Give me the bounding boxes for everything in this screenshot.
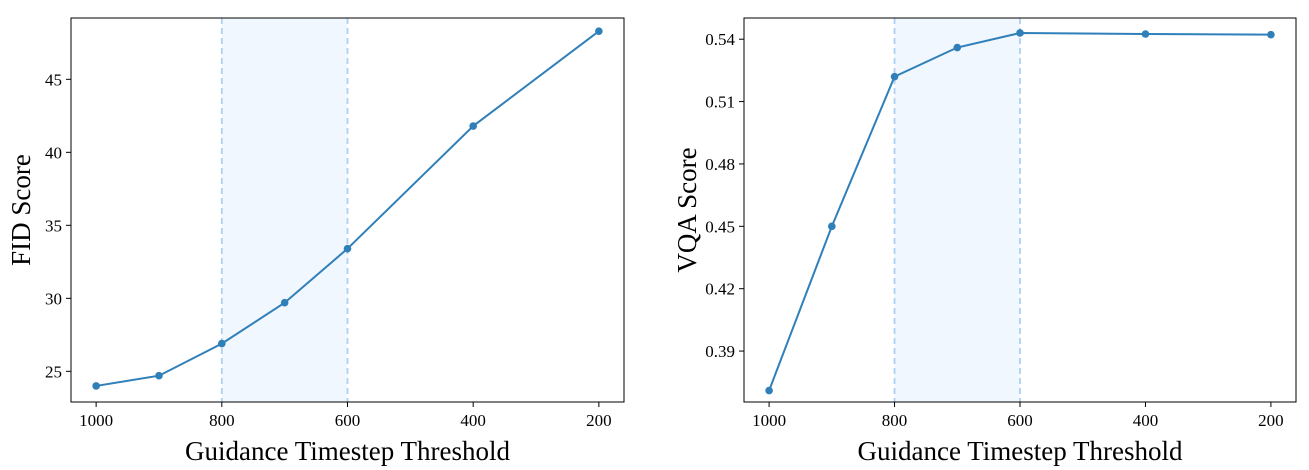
- y-tick-label: 0.54: [705, 30, 735, 49]
- x-tick-label: 200: [586, 411, 612, 430]
- data-point: [828, 222, 836, 231]
- y-tick-label: 30: [45, 289, 62, 308]
- x-axis-label: Guidance Timestep Threshold: [858, 436, 1183, 466]
- x-tick-label: 200: [1258, 411, 1284, 430]
- data-point: [155, 371, 163, 380]
- vqa-score-chart: 1000 800 600 400 200 0.39 0.42 0.45 0.48 0.51 0.54…: [672, 17, 1297, 466]
- y-tick-label: 35: [45, 216, 62, 235]
- y-tick-label: 0.51: [705, 93, 735, 112]
- y-axis-label: VQA Score: [672, 147, 702, 272]
- y-tick-label: 40: [45, 143, 62, 162]
- x-tick-label: 800: [209, 411, 235, 430]
- x-tick-label: 600: [335, 411, 361, 430]
- data-point: [1016, 29, 1024, 37]
- fid-score-chart: 1000 800 600 400 200 25 30 35 40 45 Guidance Times…: [6, 17, 625, 466]
- data-point: [1141, 30, 1150, 38]
- data-point: [890, 72, 899, 81]
- y-axis-label: FID Score: [6, 154, 36, 266]
- y-tick-label: 45: [45, 70, 62, 89]
- data-point: [953, 43, 962, 52]
- x-tick-label: 1000: [752, 411, 786, 430]
- y-tick-label: 0.42: [705, 280, 735, 299]
- y-tick-label: 0.39: [705, 342, 735, 361]
- x-tick-label: 800: [882, 411, 908, 430]
- highlight-region: [221, 18, 348, 402]
- highlight-region: [894, 18, 1020, 402]
- data-point: [280, 298, 289, 307]
- x-tick-label: 400: [1133, 411, 1159, 430]
- x-tick-label: 1000: [79, 411, 113, 430]
- y-tick-label: 25: [45, 362, 62, 381]
- data-point: [1267, 30, 1275, 39]
- x-axis-label: Guidance Timestep Threshold: [185, 436, 510, 466]
- y-tick-label: 0.48: [705, 155, 735, 174]
- data-point: [92, 382, 100, 390]
- x-tick-label: 400: [460, 411, 486, 430]
- data-point: [218, 339, 226, 348]
- y-tick-label: 0.45: [705, 217, 735, 236]
- data-point: [595, 27, 603, 35]
- x-tick-label: 600: [1007, 411, 1033, 430]
- data-point: [765, 386, 773, 395]
- data-point: [343, 244, 352, 253]
- data-point: [469, 122, 477, 130]
